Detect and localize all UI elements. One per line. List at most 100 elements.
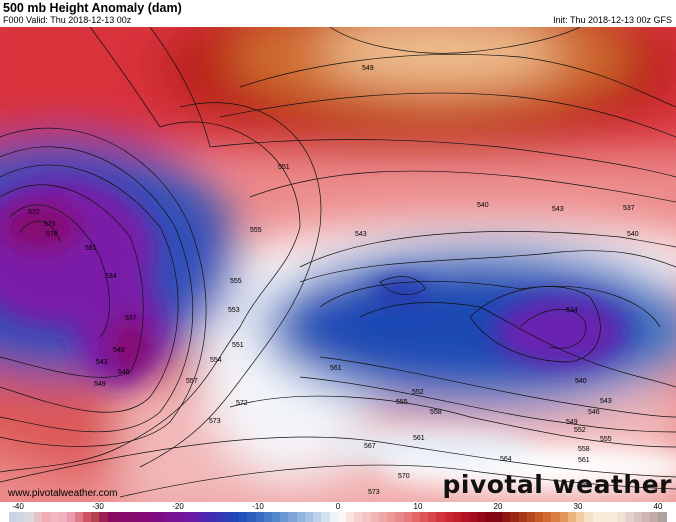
colorbar-tick-label: -20 [172,502,184,511]
contour-label: 575 [44,221,56,228]
contour-label: 567 [364,443,376,450]
contour-label: 572 [28,209,40,216]
colorbar-swatch [625,512,634,522]
colorbar-swatch [608,512,618,522]
colorbar-swatch [189,512,199,522]
colorbar-swatch [214,512,223,522]
colorbar-swatch [206,512,215,522]
colorbar-swatch [452,512,462,522]
contour-labels: 5505495515555725755785815345375405435465… [28,65,639,496]
contour-label: 558 [578,446,590,453]
colorbar-swatch [50,512,59,522]
colorbar-swatch [485,512,494,522]
colorbar-swatch [477,512,486,522]
height-contour [119,464,676,498]
height-contour [329,27,581,54]
colorbar-swatch [280,512,289,522]
anomaly-shading [0,27,676,502]
colorbar-swatch [551,512,560,522]
height-contour [359,302,676,388]
height-contour [379,276,426,295]
height-contour [89,27,161,128]
colorbar-swatch [230,512,240,522]
colorbar-swatch [650,512,659,522]
contour-label: 543 [96,359,108,366]
contour-label: 555 [600,436,612,443]
colorbar-swatch [263,512,272,522]
height-contour [219,92,676,138]
contour-label: 543 [355,231,367,238]
contour-label: 551 [232,342,244,349]
brand-logo: pivotal weather [442,470,672,499]
colorbar-tick-label: 20 [493,502,503,511]
contour-label: 561 [330,365,342,372]
height-contour [469,286,601,363]
colorbar-swatch [370,512,379,522]
contour-label: 572 [236,400,248,407]
colorbar-swatch [633,512,642,522]
contour-label: 540 [113,347,125,354]
colorbar-swatch [99,512,108,522]
colorbar-swatch [58,512,67,522]
contour-label: 570 [398,473,410,480]
colorbar-swatch [403,512,412,522]
colorbar-swatch [107,512,116,522]
contour-label: 561 [578,457,590,464]
height-contour [139,102,322,468]
colorbar-swatch [304,512,314,522]
contour-label: 564 [500,456,512,463]
height-contour [19,220,61,243]
height-contour [299,231,676,268]
contour-label: 543 [600,398,612,405]
map-title: 500 mb Height Anomaly (dam) [3,1,182,15]
colorbar-swatch [296,512,305,522]
height-contour [319,281,661,328]
contour-label: 552 [574,427,586,434]
colorbar-swatch [617,512,626,522]
colorbar-swatch [132,512,141,522]
contour-label: 537 [623,205,635,212]
height-contour [0,184,144,378]
contour-label: 555 [396,399,408,406]
colorbar-swatch [222,512,231,522]
colorbar-swatch [66,512,75,522]
height-contour [249,170,676,203]
contour-label: 540 [627,231,639,238]
colorbar-swatch [9,512,18,522]
colorbar-swatch [411,512,420,522]
colorbar-swatch [584,512,593,522]
colorbar-tick-label: 40 [653,502,663,511]
contour-label: 540 [477,202,489,209]
colorbar-swatch [469,512,478,522]
colorbar-swatch [444,512,453,522]
contour-label: 549 [94,381,106,388]
website-watermark: www.pivotalweather.com [8,488,118,499]
contour-label: 552 [412,389,424,396]
colorbar-swatch [329,512,338,522]
contour-label: 554 [210,357,222,364]
height-contour [209,139,676,178]
contour-label: 581 [85,245,97,252]
contour-label: 555 [230,278,242,285]
contour-label: 534 [105,273,117,280]
colorbar-swatch [461,512,470,522]
height-contour [299,250,676,283]
colorbar-swatch [419,512,429,522]
colorbar-swatch [592,512,601,522]
colorbar-swatch [428,512,437,522]
colorbar-swatch [535,512,544,522]
colorbar-tick-label: -40 [12,502,24,511]
colorbar-swatch [526,512,535,522]
colorbar-tick-label: 30 [573,502,583,511]
colorbar-swatch [395,512,404,522]
colorbar-swatch [239,512,248,522]
colorbar-swatch [321,512,330,522]
height-contour [299,376,676,433]
colorbar-swatch [510,512,519,522]
colorbar-swatch [288,512,297,522]
height-contour [319,356,676,418]
contour-label: 534 [566,307,578,314]
contour-label: 540 [575,378,587,385]
colorbar-swatch [181,512,190,522]
colorbar-swatch [124,512,133,522]
